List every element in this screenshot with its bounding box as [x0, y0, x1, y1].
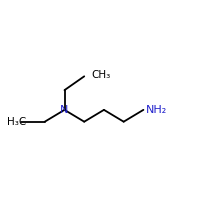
Text: H₃C: H₃C — [7, 117, 26, 127]
Text: N: N — [60, 105, 69, 115]
Text: CH₃: CH₃ — [91, 70, 110, 80]
Text: NH₂: NH₂ — [146, 105, 168, 115]
